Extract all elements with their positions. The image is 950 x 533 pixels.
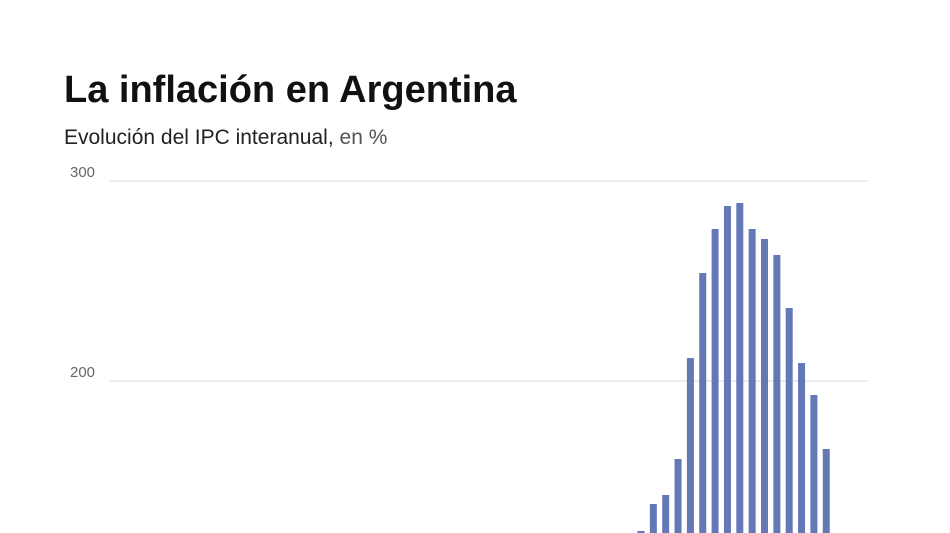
subtitle-text: Evolución del IPC interanual, [64,126,334,149]
bar [810,395,818,533]
bar [761,239,768,533]
chart-title: La inflación en Argentina [64,69,517,111]
bar [637,531,645,533]
chart-subtitle: Evolución del IPC interanual, en % [64,126,387,149]
bar [699,273,707,533]
bar [662,495,670,533]
bar [748,229,756,533]
bar [773,255,781,533]
subtitle-unit: en % [340,126,388,149]
bar [711,229,719,533]
y-tick-label: 300 [70,164,95,181]
y-tick-label: 200 [70,364,95,381]
bar [822,449,830,533]
bar [674,459,682,533]
bar [736,203,744,533]
bar [649,504,657,533]
bar [686,358,694,533]
bar [785,308,793,533]
bar [723,206,731,533]
bar [798,363,806,533]
